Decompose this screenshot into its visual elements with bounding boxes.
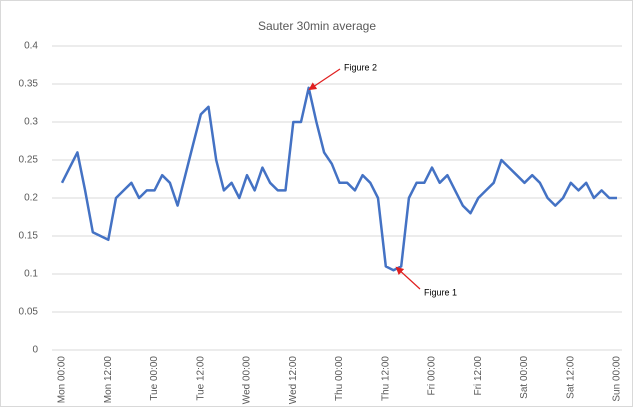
y-tick-label: 0.4 — [24, 41, 38, 52]
x-tick-label: Tue 12:00 — [195, 356, 206, 401]
y-tick-label: 0.05 — [19, 307, 39, 318]
x-tick-label: Fri 00:00 — [427, 356, 438, 396]
chart-title: Sauter 30min average — [258, 19, 376, 33]
x-tick-label: Sun 00:00 — [612, 356, 623, 402]
x-tick-label: Tue 00:00 — [149, 356, 160, 401]
y-tick-label: 0.15 — [19, 231, 39, 242]
annotation-arrow — [308, 68, 341, 91]
x-tick-label: Wed 00:00 — [242, 356, 253, 405]
x-tick-label: Fri 12:00 — [473, 356, 484, 396]
y-tick-label: 0.25 — [19, 155, 39, 166]
annotation: Figure 1 — [424, 287, 457, 297]
x-tick-label: Thu 12:00 — [380, 356, 391, 401]
x-tick-label: Sat 12:00 — [565, 356, 576, 399]
x-tick-label: Wed 12:00 — [288, 356, 299, 405]
x-tick-label: Mon 00:00 — [57, 356, 68, 404]
x-tick-label: Mon 12:00 — [103, 356, 114, 404]
y-tick-label: 0.35 — [19, 79, 39, 90]
x-tick-label: Sat 00:00 — [519, 356, 530, 399]
y-tick-label: 0 — [32, 345, 38, 356]
y-tick-label: 0.1 — [24, 269, 38, 280]
data-line — [60, 86, 617, 272]
annotation: Figure 2 — [344, 62, 377, 72]
y-tick-label: 0.2 — [24, 193, 38, 204]
x-tick-label: Thu 00:00 — [334, 356, 345, 401]
annotation-arrow — [395, 266, 421, 290]
y-tick-label: 0.3 — [24, 117, 38, 128]
